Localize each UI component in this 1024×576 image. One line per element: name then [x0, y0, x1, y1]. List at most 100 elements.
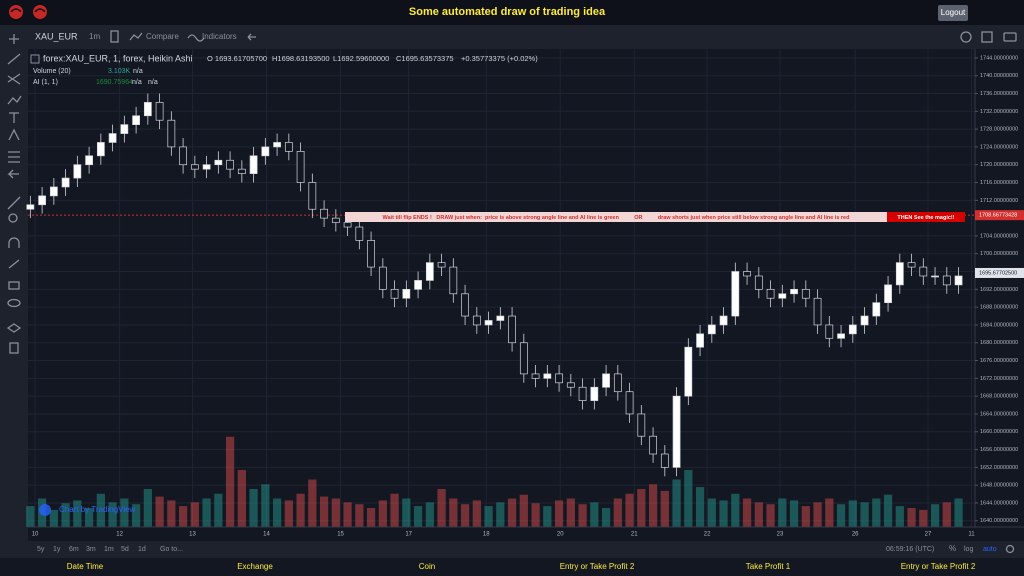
- footer-column: Take Profit 1: [746, 562, 791, 571]
- magnet-tool[interactable]: [8, 237, 20, 248]
- candle-body: [625, 391, 634, 415]
- ai-value: 1690.75964: [96, 79, 133, 86]
- ai-na: n/a: [132, 79, 142, 86]
- y-tick-label: 1744.00000000: [980, 55, 1018, 61]
- volume-bar: [96, 493, 105, 527]
- back-tool[interactable]: [7, 169, 19, 179]
- zoom-tool[interactable]: [8, 213, 18, 223]
- volume-bar: [214, 493, 223, 527]
- price-axis: [975, 49, 1024, 527]
- auto-toggle[interactable]: auto: [983, 546, 997, 553]
- percent-toggle[interactable]: %: [949, 544, 956, 553]
- candle-body: [707, 324, 716, 335]
- compare-icon[interactable]: [129, 32, 143, 41]
- range-button[interactable]: 3m: [86, 546, 96, 553]
- range-button[interactable]: 5y: [37, 546, 45, 553]
- candle-body: [296, 151, 305, 183]
- candle-body: [543, 373, 552, 379]
- candle-body: [132, 115, 140, 126]
- volume-bar: [872, 498, 881, 527]
- candle-body: [508, 315, 516, 344]
- logout-button[interactable]: [938, 5, 968, 21]
- candle-body: [143, 102, 152, 117]
- y-tick-label: 1704.00000000: [980, 233, 1018, 239]
- volume-bar: [496, 502, 505, 527]
- footer-labels: Date Time Exchange Coin Entry or Take Profi…: [67, 562, 976, 571]
- range-button[interactable]: 5d: [121, 546, 129, 553]
- x-tick-label: 22: [704, 532, 711, 538]
- text-tool[interactable]: [9, 112, 19, 123]
- logo[interactable]: [9, 5, 47, 19]
- log-toggle[interactable]: log: [964, 546, 973, 553]
- candle-body: [660, 453, 669, 468]
- volume-bar: [742, 498, 752, 527]
- delete-tool[interactable]: [9, 342, 19, 354]
- y-tick-label: 1720.00000000: [980, 162, 1018, 168]
- price-line-tag: [975, 210, 1024, 221]
- volume-bar: [778, 498, 787, 527]
- candle-body: [555, 373, 563, 384]
- candle-body: [26, 204, 35, 210]
- x-tick-label: 18: [483, 532, 490, 538]
- footer: [0, 558, 1024, 576]
- watermark[interactable]: Chart by TradingView: [59, 505, 136, 514]
- undo-icon[interactable]: [247, 33, 256, 41]
- candle-body: [837, 333, 845, 339]
- volume-bar: [449, 498, 458, 527]
- y-tick-label: 1672.00000000: [980, 376, 1018, 382]
- tradingview-logo[interactable]: [39, 504, 51, 516]
- fib-tool[interactable]: [7, 73, 21, 85]
- volume-bar: [719, 500, 728, 527]
- candle-body: [414, 280, 422, 290]
- symbol[interactable]: XAU_EUR: [35, 31, 78, 41]
- volume-bar: [261, 484, 270, 527]
- volume-legend: Volume (20): [33, 68, 71, 75]
- candle-body: [790, 288, 798, 295]
- crosshair-tool[interactable]: [9, 34, 19, 44]
- x-tick-label: 27: [925, 532, 932, 538]
- candle-body: [214, 159, 223, 166]
- snapshot-icon[interactable]: [1003, 32, 1017, 42]
- volume-bar: [919, 509, 928, 527]
- indicators[interactable]: Indicators: [202, 32, 237, 41]
- trendline-tool[interactable]: [7, 53, 21, 65]
- compare[interactable]: Compare: [146, 32, 179, 41]
- layers-tool[interactable]: [6, 323, 22, 333]
- range-button[interactable]: Go to...: [160, 546, 183, 553]
- logout-label[interactable]: Logout: [941, 8, 966, 17]
- range-button[interactable]: 1d: [138, 546, 146, 553]
- hide-tool[interactable]: [7, 298, 21, 308]
- time-axis-labels: 10 12 13 14 15 17 18 20 21 22 23 26 27 11: [32, 532, 976, 538]
- settings-icon[interactable]: [960, 31, 972, 43]
- candle-body: [778, 293, 787, 299]
- volume-bar: [178, 506, 188, 527]
- prediction-tool[interactable]: [8, 128, 20, 141]
- interval[interactable]: 1m: [89, 32, 100, 41]
- indicators-icon[interactable]: [187, 34, 205, 42]
- range-button[interactable]: 6m: [69, 546, 79, 553]
- volume-bar: [754, 502, 763, 527]
- legend-toggle[interactable]: [30, 54, 40, 64]
- y-tick-label: 1644.00000000: [980, 500, 1018, 506]
- clock: 06:59:16 (UTC): [886, 546, 934, 553]
- bar-style-icon[interactable]: [110, 30, 119, 43]
- fullscreen-icon[interactable]: [981, 31, 993, 43]
- candle-body: [496, 315, 505, 321]
- axis-settings[interactable]: [1005, 544, 1015, 554]
- last-price-label: 1695.67702500: [979, 270, 1017, 276]
- range-button[interactable]: 1y: [53, 546, 61, 553]
- measure-tool[interactable]: [8, 151, 20, 163]
- candle-body: [449, 266, 458, 295]
- volume-bar: [660, 490, 669, 527]
- candle-body: [931, 275, 939, 278]
- legend-ohlc: O 1693.61705700 H1698.63193500 L1692.59600…: [207, 54, 538, 63]
- x-tick-label: 13: [189, 532, 196, 538]
- stay-drawing-tool[interactable]: [8, 259, 20, 269]
- volume-bar: [131, 504, 141, 527]
- volume-bar: [272, 498, 282, 527]
- range-button[interactable]: 1m: [104, 546, 114, 553]
- lock-tool[interactable]: [8, 281, 20, 290]
- pattern-tool[interactable]: [7, 95, 22, 105]
- ruler-tool[interactable]: [7, 196, 21, 210]
